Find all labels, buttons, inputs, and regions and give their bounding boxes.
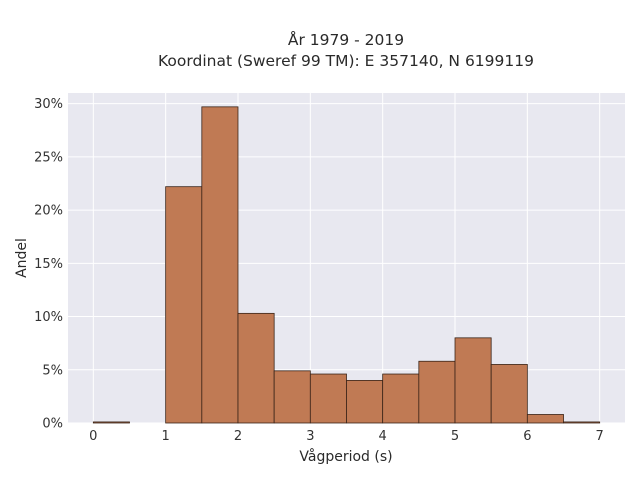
y-tick-label: 15%: [34, 257, 63, 272]
histogram-bar: [237, 312, 275, 424]
histogram-bar: [490, 364, 528, 424]
y-axis-ticks: 0% 5% 10% 15% 20% 25% 30%: [34, 97, 63, 431]
y-tick-label: 20%: [34, 204, 63, 219]
histogram-bar: [418, 360, 456, 424]
y-axis-label: Andel: [14, 238, 30, 278]
histogram-bar: [309, 373, 347, 424]
y-tick-label: 0%: [42, 417, 63, 432]
y-tick-label: 5%: [42, 363, 63, 378]
x-axis-label: Vågperiod (s): [299, 448, 392, 465]
histogram-bar: [526, 414, 564, 424]
x-tick-label: 2: [234, 429, 242, 444]
x-tick-label: 3: [306, 429, 314, 444]
x-tick-label: 4: [379, 429, 387, 444]
x-tick-label: 5: [451, 429, 459, 444]
x-tick-label: 1: [162, 429, 170, 444]
histogram-bar: [201, 106, 239, 424]
histogram-bar: [346, 380, 384, 424]
chart-title-line1: År 1979 - 2019: [288, 30, 404, 49]
y-tick-label: 25%: [34, 150, 63, 165]
plot-area: [68, 93, 625, 423]
histogram-bar: [165, 186, 203, 424]
y-tick-label: 30%: [34, 97, 63, 112]
histogram-bars: [92, 106, 601, 424]
histogram-bar: [92, 421, 130, 424]
histogram-bar: [563, 421, 601, 424]
x-tick-label: 6: [523, 429, 531, 444]
histogram-bar: [382, 373, 420, 424]
x-axis-ticks: 0 1 2 3 4 5 6 7: [89, 429, 604, 444]
y-tick-label: 10%: [34, 310, 63, 325]
chart-title-line2: Koordinat (Sweref 99 TM): E 357140, N 61…: [158, 52, 534, 70]
gridlines: [68, 93, 625, 424]
x-tick-label: 7: [596, 429, 604, 444]
histogram-bar: [273, 370, 311, 424]
x-tick-label: 0: [89, 429, 97, 444]
histogram-bar: [454, 337, 492, 424]
